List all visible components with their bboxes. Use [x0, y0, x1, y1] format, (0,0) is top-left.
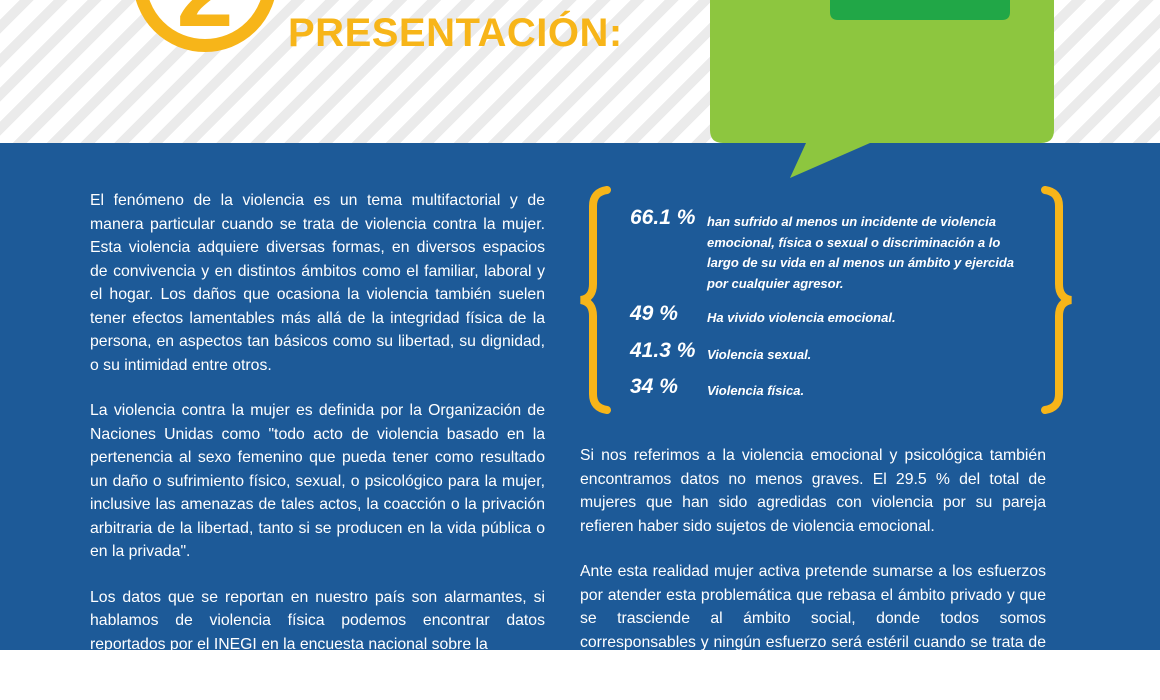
- paragraph: La violencia contra la mujer es definida…: [90, 402, 545, 560]
- stat-description: Violencia sexual.: [707, 347, 812, 362]
- stat-value: 49 %: [630, 302, 678, 325]
- stat-description: Ha vivido violencia emocional.: [707, 310, 896, 325]
- step-number: 2: [133, 0, 277, 42]
- stat-value: 34 %: [630, 375, 678, 398]
- speech-bubble-icon: [710, 0, 1054, 178]
- statistics-box: 66.1 % han sufrido al menos un incidente…: [577, 186, 1075, 414]
- paragraph: Los datos que se reportan en nuestro paí…: [90, 588, 545, 653]
- right-text-column: Si nos referimos a la violencia emociona…: [580, 444, 1046, 700]
- paragraph: Si nos referimos a la violencia emociona…: [580, 447, 1046, 535]
- right-brace-icon: [1041, 186, 1072, 414]
- paragraph: El fenómeno de la violencia es un tema m…: [90, 192, 545, 374]
- stat-description: han sufrido al menos un incidente de vio…: [707, 214, 1015, 291]
- left-text-column: El fenómeno de la violencia es un tema m…: [90, 189, 545, 678]
- stat-value: 66.1 %: [630, 206, 696, 229]
- stat-description: Violencia física.: [707, 383, 805, 398]
- left-brace-icon: [580, 186, 611, 414]
- content-panel: [0, 143, 1160, 650]
- section-title: PRESENTACIÓN:: [288, 11, 623, 55]
- paragraph: Ante esta realidad mujer activa pretende…: [580, 563, 1046, 674]
- stat-value: 41.3 %: [630, 339, 696, 362]
